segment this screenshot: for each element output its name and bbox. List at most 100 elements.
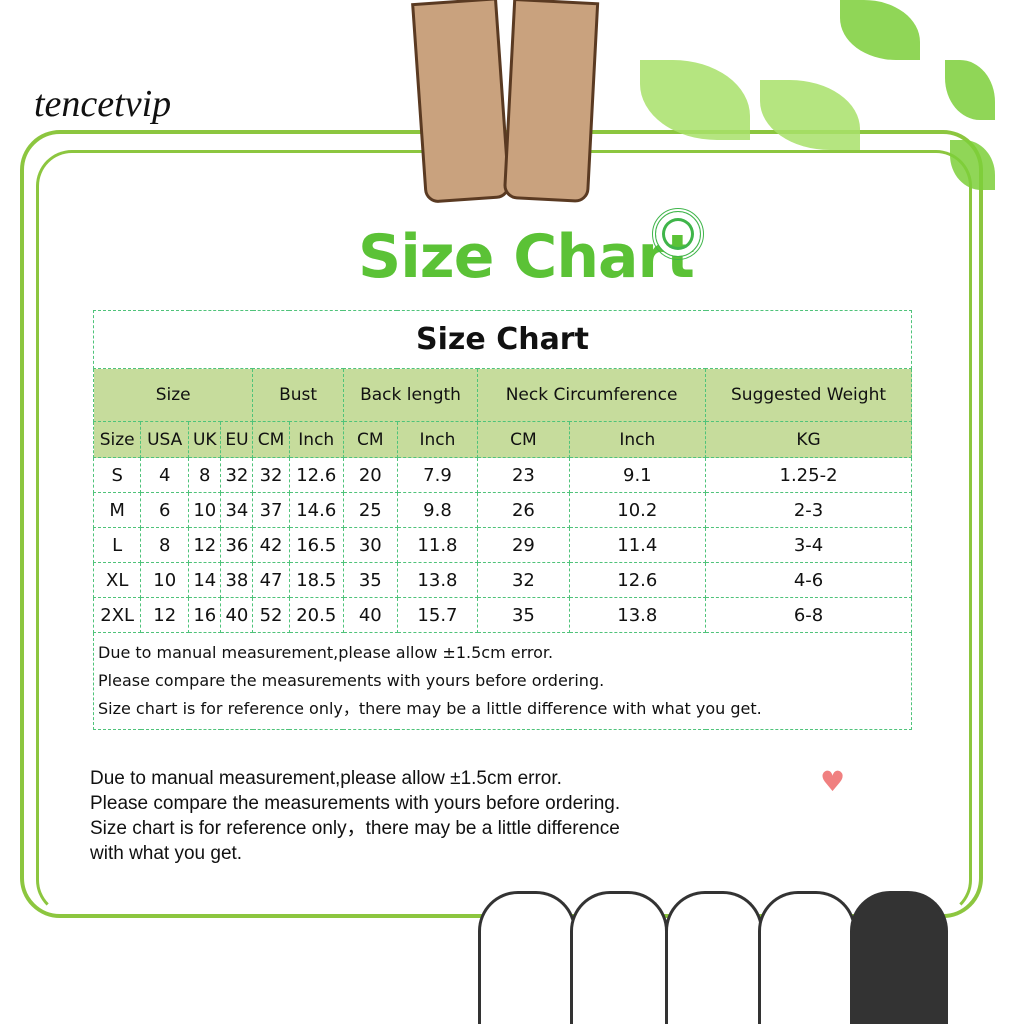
clip-icon bbox=[502, 0, 600, 204]
table-cell: 12 bbox=[188, 527, 222, 563]
table-cell: 10 bbox=[188, 492, 222, 528]
table-cell: 12.6 bbox=[288, 457, 344, 493]
table-row: S 4 8 32 32 12.6 20 7.9 23 9.1 1.25-2 bbox=[92, 457, 912, 493]
group-header: Back length bbox=[342, 368, 479, 422]
cat-icon bbox=[570, 891, 668, 1024]
table-cell: 34 bbox=[220, 492, 254, 528]
table-cell: 7.9 bbox=[396, 457, 479, 493]
table-cell: 26 bbox=[477, 492, 570, 528]
cat-icon bbox=[850, 891, 948, 1024]
table-cell: 10.2 bbox=[568, 492, 707, 528]
sub-header: USA bbox=[140, 421, 190, 458]
table-cell: 38 bbox=[220, 562, 254, 598]
group-header: Bust bbox=[252, 368, 344, 422]
group-header: Neck Circumference bbox=[477, 368, 707, 422]
sub-header: CM bbox=[477, 421, 570, 458]
table-row: L 8 12 36 42 16.5 30 11.8 29 11.4 3-4 bbox=[92, 527, 912, 563]
note-line: Size chart is for reference only，there m… bbox=[98, 699, 762, 718]
table-cell: 32 bbox=[477, 562, 570, 598]
table-cell: S bbox=[92, 457, 142, 493]
table-cell: 35 bbox=[342, 562, 398, 598]
note-line: Size chart is for reference only，there m… bbox=[90, 818, 620, 839]
group-header: Suggested Weight bbox=[705, 368, 912, 422]
table-cell: 4-6 bbox=[705, 562, 912, 598]
table-cell: 20 bbox=[342, 457, 398, 493]
note-line: Due to manual measurement,please allow ±… bbox=[90, 768, 562, 789]
note-line: Please compare the measurements with you… bbox=[98, 671, 605, 690]
table-cell: 9.8 bbox=[396, 492, 479, 528]
sub-header: Size bbox=[92, 421, 142, 458]
table-cell: 11.4 bbox=[568, 527, 707, 563]
note-line: Due to manual measurement,please allow ±… bbox=[98, 643, 554, 662]
sub-header: CM bbox=[342, 421, 398, 458]
sub-header: KG bbox=[705, 421, 912, 458]
table-cell: 16.5 bbox=[288, 527, 344, 563]
cat-icon bbox=[758, 891, 856, 1024]
table-cell: 8 bbox=[140, 527, 190, 563]
table-cell: 25 bbox=[342, 492, 398, 528]
heart-icon: ♥ bbox=[820, 765, 846, 798]
table-row: 2XL 12 16 40 52 20.5 40 15.7 35 13.8 6-8 bbox=[92, 597, 912, 633]
table-cell: 14.6 bbox=[288, 492, 344, 528]
banner-title: Size Chart bbox=[358, 222, 695, 292]
table-cell: 18.5 bbox=[288, 562, 344, 598]
sub-header: UK bbox=[188, 421, 222, 458]
leaf-icon bbox=[640, 60, 750, 140]
table-row: XL 10 14 38 47 18.5 35 13.8 32 12.6 4-6 bbox=[92, 562, 912, 598]
table-cell: 6 bbox=[140, 492, 190, 528]
table-cell: L bbox=[92, 527, 142, 563]
note-line: Please compare the measurements with you… bbox=[90, 793, 621, 814]
cat-icon bbox=[478, 891, 576, 1024]
table-cell: XL bbox=[92, 562, 142, 598]
table-cell: 29 bbox=[477, 527, 570, 563]
table-cell: 40 bbox=[220, 597, 254, 633]
group-header: Size bbox=[92, 368, 254, 422]
table-cell: 40 bbox=[342, 597, 398, 633]
sub-header: Inch bbox=[568, 421, 707, 458]
table-cell: 20.5 bbox=[288, 597, 344, 633]
clip-icon bbox=[411, 0, 511, 204]
bottom-notes: Due to manual measurement,please allow ±… bbox=[90, 766, 620, 866]
table-cell: 12.6 bbox=[568, 562, 707, 598]
note-line: with what you get. bbox=[90, 843, 243, 864]
leaf-icon bbox=[840, 0, 920, 60]
table-cell: 13.8 bbox=[568, 597, 707, 633]
table-cell: M bbox=[92, 492, 142, 528]
table-cell: 14 bbox=[188, 562, 222, 598]
table-cell: 11.8 bbox=[396, 527, 479, 563]
leaf-icon bbox=[945, 60, 995, 120]
table-cell: 42 bbox=[252, 527, 290, 563]
table-cell: 15.7 bbox=[396, 597, 479, 633]
table-cell: 1.25-2 bbox=[705, 457, 912, 493]
table-cell: 16 bbox=[188, 597, 222, 633]
table-cell: 35 bbox=[477, 597, 570, 633]
brand-watermark: tencetvip bbox=[34, 83, 172, 125]
table-cell: 2XL bbox=[92, 597, 142, 633]
table-cell: 12 bbox=[140, 597, 190, 633]
sub-header: Inch bbox=[396, 421, 479, 458]
size-chart-table: Size Chart Size Bust Back length Neck Ci… bbox=[92, 310, 912, 730]
table-cell: 36 bbox=[220, 527, 254, 563]
table-cell: 4 bbox=[140, 457, 190, 493]
table-cell: 37 bbox=[252, 492, 290, 528]
table-row: M 6 10 34 37 14.6 25 9.8 26 10.2 2-3 bbox=[92, 492, 912, 528]
sub-header: EU bbox=[220, 421, 254, 458]
cat-icon bbox=[665, 891, 763, 1024]
table-cell: 3-4 bbox=[705, 527, 912, 563]
table-cell: 32 bbox=[220, 457, 254, 493]
table-cell: 52 bbox=[252, 597, 290, 633]
table-title: Size Chart bbox=[93, 310, 912, 369]
spiral-icon bbox=[652, 208, 704, 260]
table-cell: 30 bbox=[342, 527, 398, 563]
table-cell: 23 bbox=[477, 457, 570, 493]
sub-header: Inch bbox=[288, 421, 344, 458]
table-cell: 9.1 bbox=[568, 457, 707, 493]
table-notes: Due to manual measurement,please allow ±… bbox=[93, 632, 912, 730]
table-cell: 6-8 bbox=[705, 597, 912, 633]
table-cell: 47 bbox=[252, 562, 290, 598]
table-cell: 10 bbox=[140, 562, 190, 598]
table-cell: 2-3 bbox=[705, 492, 912, 528]
sub-header: CM bbox=[252, 421, 290, 458]
table-cell: 8 bbox=[188, 457, 222, 493]
table-cell: 13.8 bbox=[396, 562, 479, 598]
